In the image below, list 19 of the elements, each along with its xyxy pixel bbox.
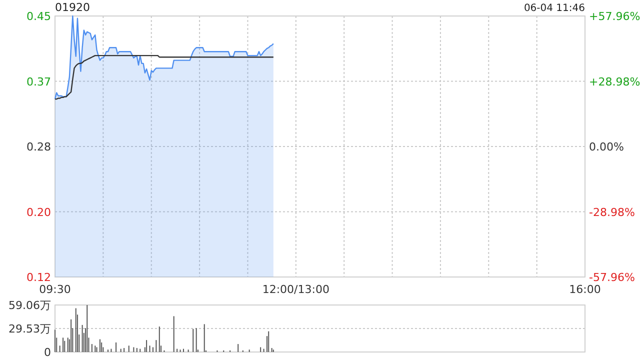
y-tick-label: 0.28 [26, 140, 51, 154]
y-tick-label: 29.53万 [8, 322, 51, 336]
y-tick-label: 0.37 [26, 75, 51, 88]
x-tick-label: 16:00 [569, 283, 601, 296]
y2-tick-label: 0.00% [589, 140, 624, 154]
y-tick-label: 0.12 [26, 271, 51, 284]
y2-tick-label: +28.98% [589, 75, 640, 88]
y-tick-label: 0.45 [26, 10, 51, 23]
y-tick-label: 59.06万 [8, 299, 51, 312]
x-tick-label: 12:00/13:00 [262, 283, 330, 296]
chart-title: 01920 [55, 1, 90, 14]
y2-tick-label: -28.98% [589, 206, 635, 219]
x-tick-label: 09:30 [39, 283, 71, 296]
line-series [54, 54, 274, 100]
text: 06-04 11:46 [524, 3, 585, 14]
y2-tick-label: -57.96% [589, 271, 635, 284]
y-tick-label: 0.20 [26, 206, 51, 219]
y2-tick-label: +57.96% [589, 10, 640, 23]
y-tick-label: 0 [44, 346, 51, 359]
